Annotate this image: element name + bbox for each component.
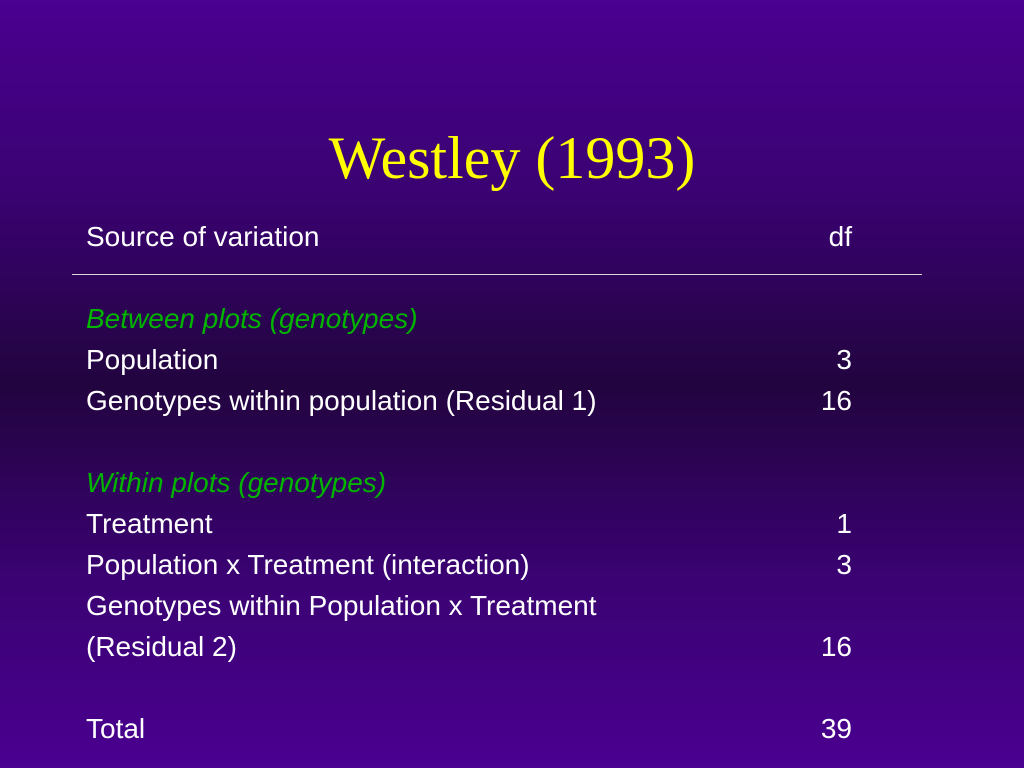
header-source: Source of variation — [86, 221, 320, 252]
table-row: Genotypes within population (Residual 1)… — [86, 380, 852, 421]
row-df: 3 — [836, 344, 852, 375]
row-label: (Residual 2) — [86, 631, 237, 662]
table-row: (Residual 2) 16 — [86, 626, 852, 667]
header-divider — [72, 274, 922, 275]
total-df: 39 — [820, 713, 852, 744]
row-label: Genotypes within Population x Treatment — [86, 590, 597, 621]
section-heading-between: Between plots (genotypes) — [86, 298, 852, 339]
table-header-row: Source of variation df — [86, 216, 852, 257]
total-label: Total — [86, 713, 146, 744]
row-df: 1 — [836, 508, 852, 539]
table-row: Population 3 — [86, 339, 852, 380]
row-label: Population x Treatment (interaction) — [86, 549, 530, 580]
section-heading-label: Within plots (genotypes) — [86, 467, 387, 498]
row-df: 16 — [820, 385, 852, 416]
section-spacer — [86, 667, 852, 708]
row-label: Population — [86, 344, 219, 375]
table-row: Genotypes within Population x Treatment — [86, 585, 852, 626]
section-spacer — [86, 421, 852, 462]
header-gap — [86, 257, 852, 298]
table-row: Population x Treatment (interaction) 3 — [86, 544, 852, 585]
header-df: df — [828, 221, 852, 252]
row-label: Genotypes within population (Residual 1) — [86, 385, 597, 416]
row-label: Treatment — [86, 508, 213, 539]
anova-table: Source of variation df Between plots (ge… — [86, 216, 852, 749]
table-row: Treatment 1 — [86, 503, 852, 544]
row-df: 3 — [836, 549, 852, 580]
total-row: Total 39 — [86, 708, 852, 749]
section-heading-label: Between plots (genotypes) — [86, 303, 418, 334]
slide-title: Westley (1993) — [328, 125, 696, 191]
section-heading-within: Within plots (genotypes) — [86, 462, 852, 503]
row-df: 16 — [820, 631, 852, 662]
